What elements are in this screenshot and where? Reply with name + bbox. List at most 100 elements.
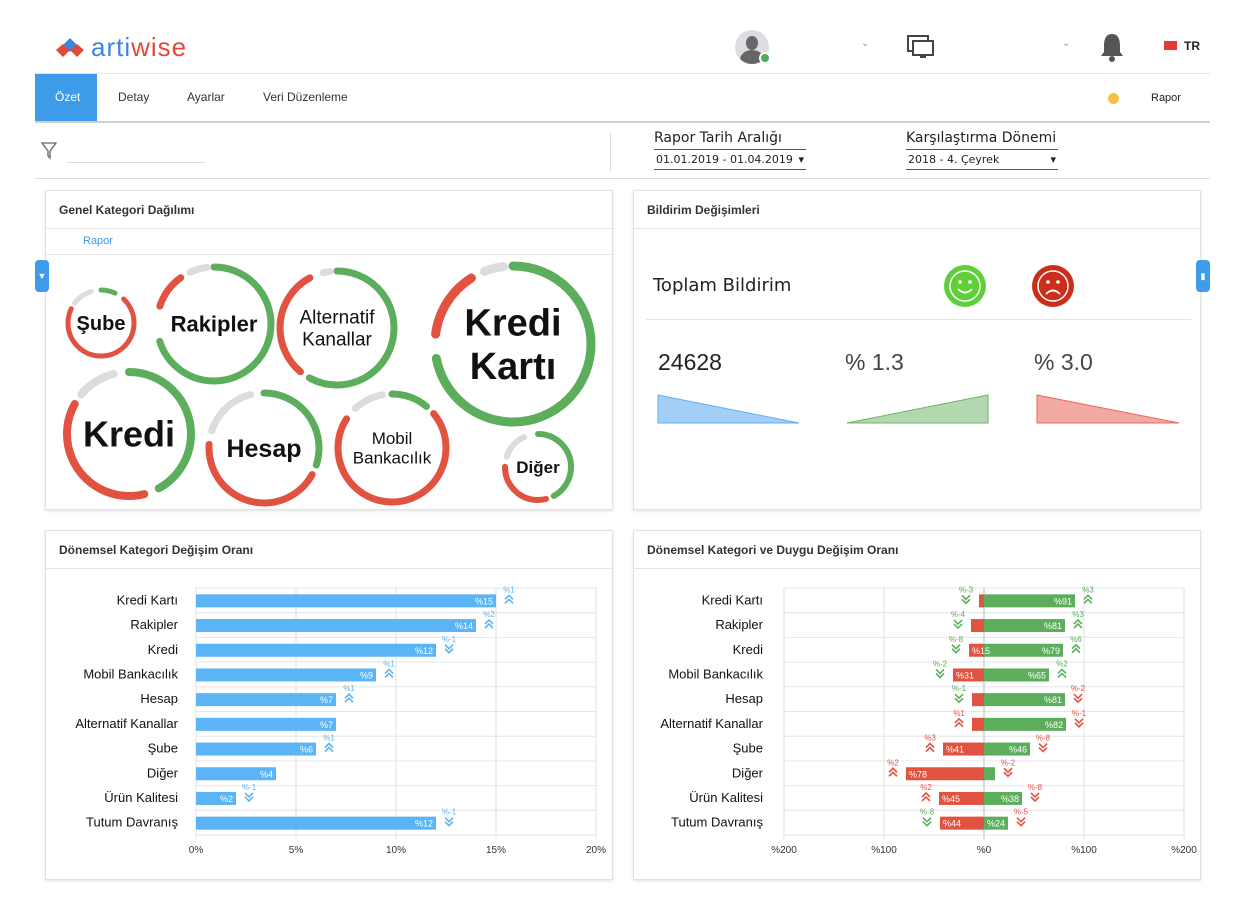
x-tick-label: 5% [289,845,304,856]
positive-change-label: %6 [1070,635,1082,644]
chevron-down-icon [953,619,963,626]
x-tick-label: %100 [871,845,897,856]
ring-label: Kartı [470,346,557,388]
chevron-down-icon [951,648,961,654]
ring-segment-green [276,267,398,389]
ring-segment-red [276,267,398,389]
positive-bar-label: %81 [1044,621,1062,631]
positive-bar [984,816,1008,830]
bar [196,619,476,633]
bar [196,791,236,805]
chevron-down-icon [954,693,964,700]
negative-change-label: %2 [920,783,932,792]
positive-bar [984,742,1030,756]
filter-bar: Rapor Tarih Aralığı 01.01.2019 - 01.04.2… [35,124,1210,179]
x-tick-label: 10% [386,845,406,856]
divider [610,132,611,172]
negative-bar [971,619,984,633]
negative-change-label: %-3 [959,585,974,594]
change-label: %1 [383,659,395,668]
date-range-selector[interactable]: Rapor Tarih Aralığı 01.01.2019 - 01.04.2… [654,130,806,170]
x-tick-label: 15% [486,845,506,856]
chevron-up-icon [324,742,334,749]
filter-input[interactable] [67,162,205,163]
bar [196,742,316,756]
user-avatar[interactable] [735,30,769,64]
status-label[interactable]: Rapor [1151,92,1181,104]
x-tick-label: %0 [977,845,992,856]
chevron-up-icon [1073,618,1083,625]
monitor-icon[interactable] [907,35,935,61]
chevron-up-icon [921,795,931,802]
chevron-down-icon [1016,817,1026,823]
panel-title: Genel Kategori Dağılımı [46,191,612,229]
ring-segment-green [153,263,275,385]
category-label: Hesap [725,691,763,706]
compare-period-label: Karşılaştırma Dönemi [906,130,1057,146]
positive-change-label: %-8 [1036,734,1051,743]
bookmark-side-button[interactable]: ▮ [1196,260,1210,292]
negative-change-label: %-8 [920,808,935,817]
negative-change-label: %1 [953,709,965,718]
logo[interactable]: artiwise [55,32,187,63]
category-label: Alternatif Kanallar [660,716,763,731]
chevron-down-icon [1074,718,1084,724]
positive-bar-label: %65 [1028,670,1046,680]
user-menu-chevron-icon[interactable]: ⌄ [861,38,870,49]
bar-value-label: %7 [320,695,333,705]
negative-bar [943,742,984,756]
online-status-icon [759,52,771,64]
monitor-menu-chevron-icon[interactable]: ⌄ [1062,38,1071,49]
chevron-up-icon [888,771,898,777]
tab-ayarlar[interactable]: Ayarlar [187,90,225,104]
report-link[interactable]: Rapor [46,229,612,255]
chevron-up-icon [1057,672,1067,679]
category-distribution-panel: Genel Kategori Dağılımı Rapor Şube Rakipl… [45,190,613,510]
chevron-up-icon [504,594,514,600]
category-label: Kredi [733,642,763,657]
bar-value-label: %9 [360,670,373,680]
ring-segment-green [63,368,195,500]
chevron-up-icon [921,791,931,798]
bell-icon[interactable] [1099,32,1125,62]
ring-label: Kanallar [302,330,372,351]
chevron-down-icon [1038,746,1048,753]
x-tick-label: %100 [1071,845,1097,856]
date-range-label: Rapor Tarih Aralığı [654,130,782,146]
change-label: %-1 [442,635,457,644]
change-label: %1 [343,684,355,693]
chevron-up-icon [484,622,494,629]
bar [196,643,436,657]
negative-trend-sparkline [1036,394,1180,424]
negative-bar-label: %15 [972,646,990,656]
chevron-up-icon [344,697,354,703]
chevron-down-icon [951,644,961,650]
chevron-down-icon [1003,767,1013,774]
filter-side-button[interactable]: ▼ [35,260,49,292]
category-sentiment-change-panel: Dönemsel Kategori ve Duygu Değişim Oranı… [633,530,1201,880]
x-tick-label: %200 [771,845,797,856]
negative-bar-label: %41 [946,745,964,755]
negative-bar [906,767,984,781]
tab-ozet[interactable]: Özet [35,74,97,121]
change-label: %-1 [242,783,257,792]
filter-icon[interactable] [41,142,57,160]
bar [196,594,496,608]
category-label: Şube [148,741,178,756]
positive-change-value: % 1.3 [845,349,904,375]
change-label: %-1 [442,808,457,817]
chevron-down-icon [1030,796,1040,803]
positive-change-label: %-2 [1071,684,1086,693]
category-label: Şube [733,741,763,756]
main-nav: Özet Detay Ayarlar Veri Düzenleme Rapor [35,74,1210,123]
compare-period-selector[interactable]: Karşılaştırma Dönemi 2018 - 4. Çeyrek ▾ [906,130,1058,170]
category-label: Rakipler [715,617,763,632]
positive-bar-label: %38 [1001,794,1019,804]
tab-detay[interactable]: Detay [118,90,150,104]
ring-segment-red [334,390,450,506]
chevron-up-icon [888,767,898,773]
language-selector[interactable]: TR [1184,39,1200,53]
top-bar: artiwise ⌄ ⌄ TR [35,0,1210,74]
tab-veri-duzenleme[interactable]: Veri Düzenleme [263,90,348,104]
negative-bar [972,693,984,707]
